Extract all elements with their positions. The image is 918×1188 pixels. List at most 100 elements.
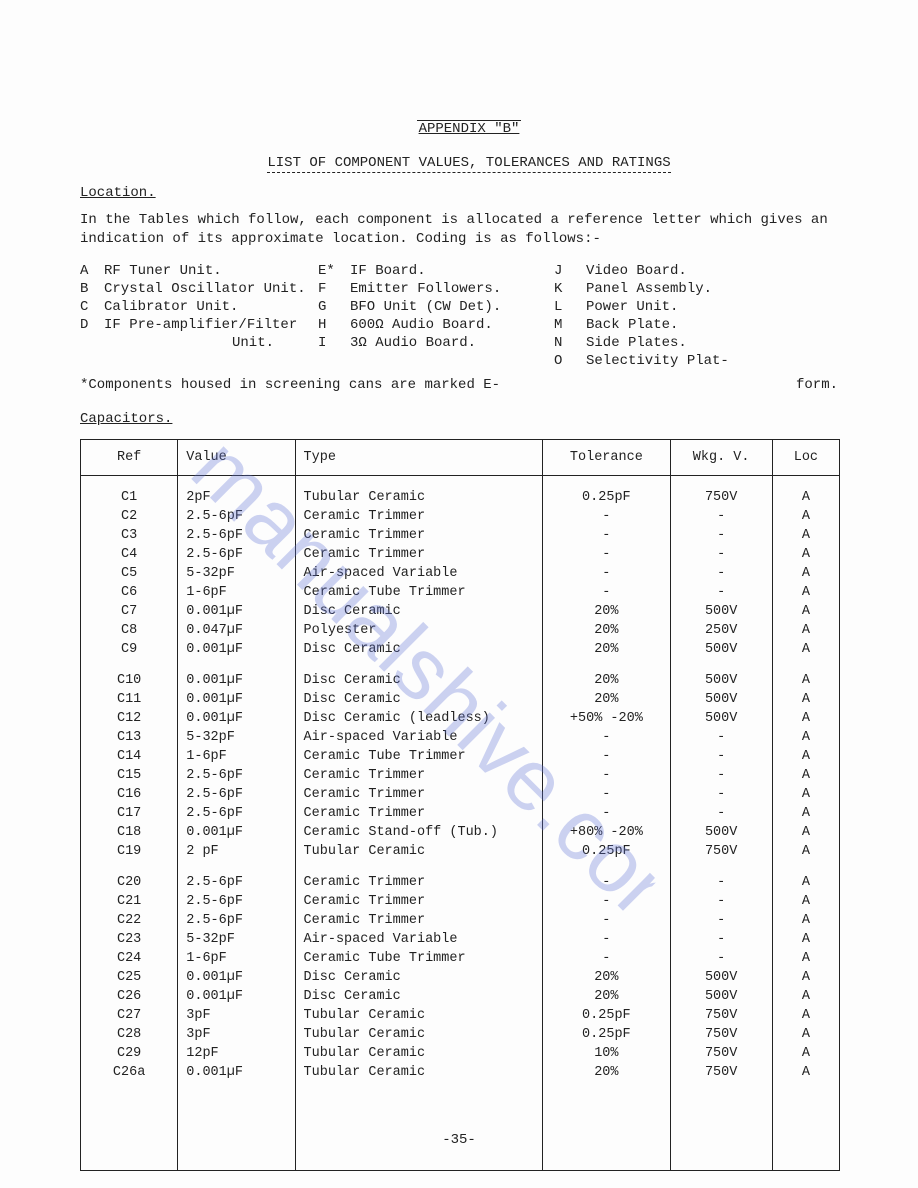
- cell-value: 2.5-6pF: [178, 804, 295, 823]
- cell-tolerance: -: [543, 747, 670, 766]
- cell-wkg: 500V: [670, 823, 772, 842]
- location-paragraph: In the Tables which follow, each compone…: [80, 211, 858, 249]
- cell-wkg: 500V: [670, 987, 772, 1006]
- cell-value: 1-6pF: [178, 747, 295, 766]
- cell-ref: C8: [81, 621, 178, 640]
- cell-value: 1-6pF: [178, 583, 295, 602]
- appendix-heading-wrap: APPENDIX "B": [80, 120, 858, 137]
- cell-tolerance: 10%: [543, 1044, 670, 1063]
- cell-ref: C20: [81, 861, 178, 892]
- code-letter: D: [80, 317, 100, 333]
- cell-value: 0.001µF: [178, 602, 295, 621]
- cell-ref: C22: [81, 911, 178, 930]
- cell-ref: C17: [81, 804, 178, 823]
- cell-tolerance: -: [543, 804, 670, 823]
- cell-type: Disc Ceramic: [295, 602, 543, 621]
- cell-wkg: -: [670, 747, 772, 766]
- cell-wkg: -: [670, 564, 772, 583]
- code-letter: O: [554, 353, 582, 369]
- code-letter: H: [318, 317, 346, 333]
- cell-ref: C9: [81, 640, 178, 659]
- cell-loc: A: [772, 892, 839, 911]
- cell-loc: A: [772, 1025, 839, 1044]
- cell-tolerance: -: [543, 861, 670, 892]
- cell-loc: A: [772, 949, 839, 968]
- cell-wkg: -: [670, 526, 772, 545]
- table-row: C180.001µFCeramic Stand-off (Tub.)+80% -…: [81, 823, 840, 842]
- cell-type: Ceramic Trimmer: [295, 545, 543, 564]
- cell-loc: A: [772, 861, 839, 892]
- cell-type: Disc Ceramic (leadless): [295, 709, 543, 728]
- col-ref: Ref: [81, 439, 178, 475]
- cell-loc: A: [772, 987, 839, 1006]
- col-type: Type: [295, 439, 543, 475]
- table-row: C283pFTubular Ceramic0.25pF750VA: [81, 1025, 840, 1044]
- code-desc: Power Unit.: [586, 299, 786, 315]
- code-desc: BFO Unit (CW Det).: [350, 299, 550, 315]
- cell-ref: C7: [81, 602, 178, 621]
- table-row: C70.001µFDisc Ceramic20%500VA: [81, 602, 840, 621]
- code-o-cont: form.: [796, 377, 858, 393]
- cell-type: Ceramic Trimmer: [295, 785, 543, 804]
- cell-ref: C21: [81, 892, 178, 911]
- cell-value: 0.001µF: [178, 823, 295, 842]
- cell-loc: A: [772, 621, 839, 640]
- cell-value: 0.001µF: [178, 690, 295, 709]
- cell-ref: C19: [81, 842, 178, 861]
- table-row: C55-32pFAir-spaced Variable--A: [81, 564, 840, 583]
- cell-type: Tubular Ceramic: [295, 842, 543, 861]
- code-desc: Crystal Oscillator Unit.: [104, 281, 314, 297]
- cell-ref: C3: [81, 526, 178, 545]
- cell-tolerance: 0.25pF: [543, 475, 670, 507]
- cell-ref: C28: [81, 1025, 178, 1044]
- table-row: C202.5-6pFCeramic Trimmer--A: [81, 861, 840, 892]
- code-desc: 3Ω Audio Board.: [350, 335, 550, 351]
- cell-value: 0.001µF: [178, 659, 295, 690]
- cell-loc: A: [772, 747, 839, 766]
- cell-type: Disc Ceramic: [295, 690, 543, 709]
- cell-type: Ceramic Trimmer: [295, 766, 543, 785]
- code-desc: Video Board.: [586, 263, 786, 279]
- cell-type: Tubular Ceramic: [295, 475, 543, 507]
- cell-loc: A: [772, 1044, 839, 1063]
- cell-wkg: -: [670, 785, 772, 804]
- cell-value: 2.5-6pF: [178, 785, 295, 804]
- code-desc: Unit.: [104, 335, 314, 351]
- code-desc: Side Plates.: [586, 335, 786, 351]
- cell-value: 0.001µF: [178, 968, 295, 987]
- cell-loc: A: [772, 823, 839, 842]
- cell-ref: C14: [81, 747, 178, 766]
- cell-loc: A: [772, 526, 839, 545]
- code-letter: A: [80, 263, 100, 279]
- cell-type: Ceramic Trimmer: [295, 861, 543, 892]
- col-loc: Loc: [772, 439, 839, 475]
- cell-ref: C6: [81, 583, 178, 602]
- cell-value: 2 pF: [178, 842, 295, 861]
- cell-type: Air-spaced Variable: [295, 930, 543, 949]
- cell-wkg: 500V: [670, 602, 772, 621]
- cell-loc: A: [772, 545, 839, 564]
- cell-loc: A: [772, 842, 839, 861]
- cell-tolerance: -: [543, 564, 670, 583]
- appendix-heading: APPENDIX "B": [417, 120, 522, 137]
- table-row: C235-32pFAir-spaced Variable--A: [81, 930, 840, 949]
- cell-tolerance: -: [543, 766, 670, 785]
- code-letter: N: [554, 335, 582, 351]
- cell-wkg: -: [670, 766, 772, 785]
- table-row: C61-6pFCeramic Tube Trimmer--A: [81, 583, 840, 602]
- document-page: manualshive.com APPENDIX "B" LIST OF COM…: [0, 0, 918, 1188]
- cell-loc: A: [772, 968, 839, 987]
- cell-ref: C26: [81, 987, 178, 1006]
- cell-value: 3pF: [178, 1006, 295, 1025]
- code-letter: F: [318, 281, 346, 297]
- cell-tolerance: -: [543, 930, 670, 949]
- cell-type: Ceramic Stand-off (Tub.): [295, 823, 543, 842]
- cell-ref: C25: [81, 968, 178, 987]
- capacitors-tbody: C12pFTubular Ceramic0.25pF750VAC22.5-6pF…: [81, 475, 840, 1170]
- cell-tolerance: -: [543, 526, 670, 545]
- table-row: C162.5-6pFCeramic Trimmer--A: [81, 785, 840, 804]
- code-desc: Emitter Followers.: [350, 281, 550, 297]
- cell-wkg: -: [670, 911, 772, 930]
- cell-wkg: -: [670, 892, 772, 911]
- cell-ref: C27: [81, 1006, 178, 1025]
